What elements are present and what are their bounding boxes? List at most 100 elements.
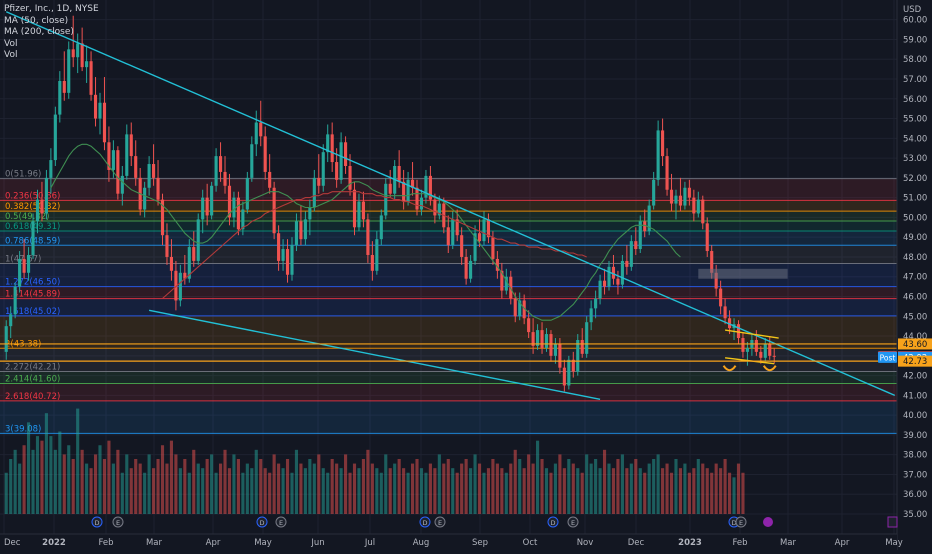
candle-body [562, 367, 566, 386]
candle-body [76, 43, 80, 58]
price-tick-label: 56.00 [903, 95, 927, 105]
time-tick-label: Feb [98, 538, 113, 548]
volume-bar [31, 449, 35, 514]
candle-body [410, 179, 415, 188]
volume-bar [232, 454, 236, 514]
fib-label: 1.618(45.02) [5, 307, 60, 317]
time-tick-label: May [885, 538, 903, 548]
candle-body [589, 308, 593, 323]
indicator-ma200[interactable]: MA (200, close) [4, 27, 74, 37]
price-tick-label: 49.00 [903, 233, 927, 243]
indicator-ma50[interactable]: MA (50, close) [4, 15, 69, 26]
event-marker-label: E [438, 519, 442, 527]
price-tick-label: 60.00 [903, 16, 927, 26]
volume-bar [576, 468, 580, 514]
dividend-marker [547, 516, 559, 528]
fib-band [0, 400, 897, 434]
candle-body [218, 156, 223, 172]
candle-body [580, 340, 584, 354]
volume-bar [469, 468, 473, 514]
volume-bar [669, 472, 674, 514]
volume-bar [317, 454, 321, 514]
volume-bar [303, 468, 307, 514]
volume-bar [218, 463, 223, 514]
volume-bar [196, 463, 200, 514]
event-marker-label: E [116, 519, 120, 527]
candle-body [656, 130, 660, 180]
volume-bar [741, 472, 745, 514]
candle-body [406, 179, 410, 202]
volume-bar [540, 459, 544, 514]
fibonacci-levels: 0(51.96) 0.236(50.86)0.382(50.32)0.5(49.8… [0, 170, 897, 434]
indicator-vol-2[interactable]: Vol [4, 50, 18, 60]
event-marker-label: D [731, 519, 736, 527]
candle-body [147, 164, 151, 188]
time-axis[interactable]: Dec 2022 Feb Mar Apr May Jun Jul Aug Sep Oct Nov Dec… [0, 533, 903, 550]
volume-bar [250, 468, 254, 514]
future-earnings-marker [887, 516, 898, 528]
time-tick-label: Mar [780, 538, 797, 548]
candle-body [259, 122, 263, 137]
volume-bar [187, 472, 191, 514]
candle-body [40, 199, 44, 214]
candle-body [312, 177, 316, 208]
fib-band [0, 263, 897, 287]
candle-body [451, 219, 455, 246]
candle-body [187, 247, 191, 279]
volume-bar [629, 463, 633, 514]
price-tick-label: 38.00 [903, 451, 927, 461]
volume-bar [335, 463, 339, 514]
volume-bar [22, 445, 26, 514]
candle-body [102, 102, 107, 143]
candle-body [518, 300, 522, 317]
volume-bar [611, 468, 616, 514]
candle-body [424, 175, 428, 198]
event-marker-label: D [550, 519, 555, 527]
volume-bar [4, 472, 8, 514]
volume-bar [285, 459, 290, 514]
price-tick-label: 47.00 [903, 273, 927, 283]
candles [4, 15, 776, 392]
volume-bar [93, 454, 98, 514]
symbol-title[interactable]: Pfizer, Inc., 1D, NYSE [4, 4, 99, 14]
candle-body [594, 298, 598, 309]
candle-body [415, 187, 419, 210]
candle-body [567, 359, 571, 386]
candle-body [446, 227, 450, 246]
time-tick-label: Jul [364, 538, 375, 548]
price-tag-label: 43.60 [903, 340, 927, 350]
candle-body [125, 134, 129, 176]
volume-bar [98, 445, 102, 514]
volume-bar [602, 449, 607, 514]
candle-body [486, 219, 491, 238]
price-tag-bg [898, 355, 932, 367]
event-marker-label: E [739, 519, 743, 527]
volume-bar [192, 449, 196, 514]
volume-bar [451, 468, 455, 514]
price-tick-label: 51.00 [903, 194, 927, 204]
flash-icon [763, 517, 773, 527]
candle-body [339, 142, 343, 180]
indicator-vol[interactable]: Vol [4, 38, 18, 49]
candle-body [544, 334, 549, 348]
price-tick-label: 50.00 [903, 213, 927, 223]
volume-bar [147, 454, 151, 514]
price-tick-label: 40.00 [903, 411, 927, 421]
candle-body [576, 340, 580, 372]
candle-body [553, 343, 557, 356]
volume-bar [116, 449, 120, 514]
earnings-marker [567, 516, 579, 528]
candle-body [549, 334, 553, 356]
volume-bar [308, 459, 312, 514]
candle-body [379, 215, 383, 240]
volume-bar [674, 459, 678, 514]
candle-body [585, 322, 589, 354]
volume-bar [290, 472, 294, 514]
volume-bar [531, 463, 535, 514]
candle-body [754, 340, 758, 352]
time-tick-label: 2022 [42, 538, 66, 548]
volume-bar [549, 472, 553, 514]
